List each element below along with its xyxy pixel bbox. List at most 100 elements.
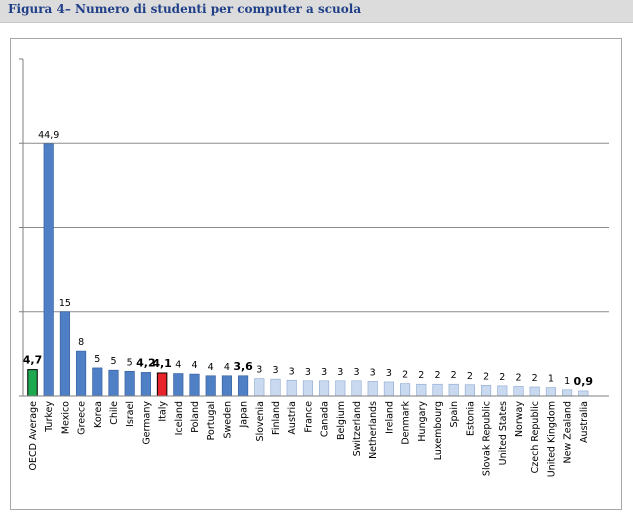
bar-denmark (400, 383, 411, 397)
tick-label-turkey: Turkey (44, 401, 55, 433)
bar-mexico (59, 311, 70, 397)
tick-label-italy: Italy (158, 401, 169, 422)
value-label-australia: 0,9 (574, 375, 594, 388)
tick-label-sweden: Sweden (222, 401, 233, 439)
value-label-ireland: 3 (386, 368, 392, 379)
tick-label-chile: Chile (109, 401, 120, 425)
bar-portugal (205, 375, 216, 397)
tick-label-switzerland: Switzerland (352, 401, 363, 456)
tick-label-poland: Poland (190, 401, 201, 433)
bar-czech-republic (529, 386, 540, 397)
bar-italy (156, 372, 168, 397)
tick-label-united-kingdom: United Kingdom (546, 401, 557, 477)
value-label-denmark: 2 (402, 370, 408, 381)
tick-label-greece: Greece (77, 401, 88, 435)
value-label-france: 3 (305, 367, 311, 378)
bar-estonia (464, 384, 475, 397)
value-label-united-kingdom: 1 (548, 374, 554, 385)
value-label-luxembourg: 2 (434, 370, 440, 381)
bar-oecd-average (27, 369, 38, 397)
tick-label-ireland: Ireland (384, 401, 395, 434)
figure-caption-bar: Figura 4– Numero di studenti per compute… (0, 0, 633, 23)
value-label-austria: 3 (289, 366, 295, 377)
value-label-israel: 5 (127, 357, 133, 368)
tick-label-iceland: Iceland (174, 401, 185, 435)
value-label-greece: 8 (78, 337, 84, 348)
value-label-canada: 3 (321, 367, 327, 378)
bar-greece (76, 350, 87, 397)
bar-iceland (173, 373, 184, 397)
value-label-hungary: 2 (418, 370, 424, 381)
bar-canada (319, 380, 330, 397)
value-label-estonia: 2 (467, 371, 473, 382)
bar-germany (140, 372, 151, 397)
tick-label-belgium: Belgium (336, 401, 347, 440)
value-label-germany: 4,2 (136, 356, 156, 369)
tick-label-portugal: Portugal (206, 401, 217, 440)
tick-label-hungary: Hungary (417, 401, 428, 442)
value-label-turkey: 44,9 (38, 130, 59, 141)
value-label-finland: 3 (272, 365, 278, 376)
value-label-japan: 3,6 (233, 360, 253, 373)
tick-label-slovenia: Slovenia (255, 401, 266, 441)
bar-switzerland (351, 380, 362, 397)
category-tick-labels: OECD Average Turkey Mexico Greece Korea Chile… (28, 401, 590, 478)
value-label-portugal: 4 (208, 362, 214, 373)
bar-netherlands (367, 381, 378, 397)
tick-label-luxembourg: Luxembourg (433, 401, 444, 460)
value-label-new-zealand: 1 (564, 376, 570, 387)
bar-australia (578, 390, 589, 397)
bar-belgium (335, 380, 346, 397)
tick-label-korea: Korea (93, 401, 104, 428)
value-label-switzerland: 3 (353, 367, 359, 378)
bar-slovak-republic (481, 385, 492, 397)
tick-label-spain: Spain (449, 401, 460, 428)
value-label-slovak-republic: 2 (483, 371, 489, 382)
tick-label-norway: Norway (514, 401, 525, 437)
bar-israel (124, 370, 135, 397)
value-label-poland: 4 (191, 360, 197, 371)
bar-spain (448, 383, 459, 397)
value-label-korea: 5 (94, 354, 100, 365)
tick-label-estonia: Estonia (465, 401, 476, 436)
tick-label-austria: Austria (287, 401, 298, 435)
value-label-spain: 2 (451, 370, 457, 381)
value-label-belgium: 3 (337, 367, 343, 378)
gridlines (23, 142, 609, 313)
value-label-iceland: 4 (175, 360, 181, 371)
tick-label-united-states: United States (498, 401, 509, 465)
bar-turkey (43, 143, 54, 397)
value-label-sweden: 4 (224, 362, 230, 373)
value-label-chile: 5 (110, 356, 116, 367)
bar-hungary (416, 383, 427, 397)
chart-frame: 4,7 44,9 15 8 5 5 5 4,2 4,1 4 4 4 4 3,6 3 3 3 3 3 3 3 3 3 2 2 2 2 2… (10, 38, 622, 510)
bar-chile (108, 369, 119, 397)
bar-finland (270, 378, 281, 397)
value-label-slovenia: 3 (256, 365, 262, 376)
bar-united-states (497, 385, 508, 397)
tick-label-netherlands: Netherlands (368, 401, 379, 459)
tick-label-canada: Canada (320, 401, 331, 437)
value-label-mexico: 15 (59, 298, 71, 309)
tick-label-denmark: Denmark (401, 401, 412, 445)
bar-austria (286, 379, 297, 397)
tick-label-finland: Finland (271, 401, 282, 435)
bar-new-zealand (562, 389, 573, 397)
tick-label-israel: Israel (125, 401, 136, 427)
tick-label-oecd-average: OECD Average (28, 401, 39, 471)
axes (19, 58, 609, 397)
tick-label-new-zealand: New Zealand (563, 401, 574, 463)
tick-label-slovak-republic: Slovak Republic (482, 401, 493, 476)
bar-korea (92, 367, 103, 397)
tick-label-australia: Australia (579, 401, 590, 443)
bar-luxembourg (432, 383, 443, 397)
tick-label-czech-republic: Czech Republic (530, 401, 541, 473)
value-label-norway: 2 (515, 372, 521, 383)
bar-japan (238, 375, 249, 397)
tick-label-mexico: Mexico (60, 401, 71, 434)
bar-sweden (221, 375, 232, 397)
value-label-netherlands: 3 (370, 367, 376, 378)
bar-ireland (383, 381, 394, 397)
